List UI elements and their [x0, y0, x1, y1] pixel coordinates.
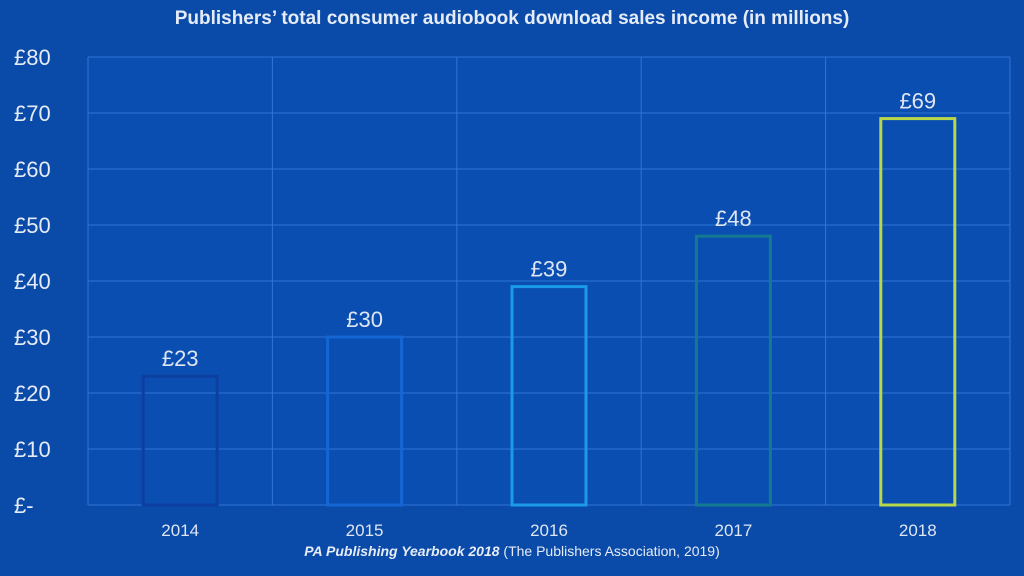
y-tick-label: £80	[14, 45, 51, 70]
y-tick-label: £20	[14, 381, 51, 406]
bar-value-label: £39	[531, 257, 568, 282]
x-tick-label: 2017	[714, 521, 752, 540]
y-tick-label: £50	[14, 213, 51, 238]
bar	[510, 285, 588, 507]
bar-value-label: £69	[899, 89, 936, 114]
bar	[694, 234, 772, 507]
bar	[326, 335, 404, 507]
y-tick-label: £70	[14, 101, 51, 126]
chart-title: Publishers’ total consumer audiobook dow…	[174, 8, 850, 29]
y-tick-label: £60	[14, 157, 51, 182]
bar-value-label: £23	[162, 346, 199, 371]
y-tick-label: £30	[14, 325, 51, 350]
y-tick-label: £10	[14, 437, 51, 462]
y-tick-label: £40	[14, 269, 51, 294]
x-tick-label: 2018	[899, 521, 937, 540]
bar	[879, 117, 957, 507]
bar	[141, 374, 219, 507]
bar-value-label: £30	[346, 307, 383, 332]
source-caption: PA Publishing Yearbook 2018 (The Publish…	[0, 543, 1024, 559]
bar-value-label: £48	[715, 206, 752, 231]
source-publisher: (The Publishers Association, 2019)	[499, 543, 720, 559]
y-tick-label: £-	[14, 493, 34, 518]
x-tick-label: 2014	[161, 521, 199, 540]
source-title: PA Publishing Yearbook 2018	[304, 543, 500, 559]
x-tick-label: 2016	[530, 521, 568, 540]
x-tick-label: 2015	[346, 521, 384, 540]
